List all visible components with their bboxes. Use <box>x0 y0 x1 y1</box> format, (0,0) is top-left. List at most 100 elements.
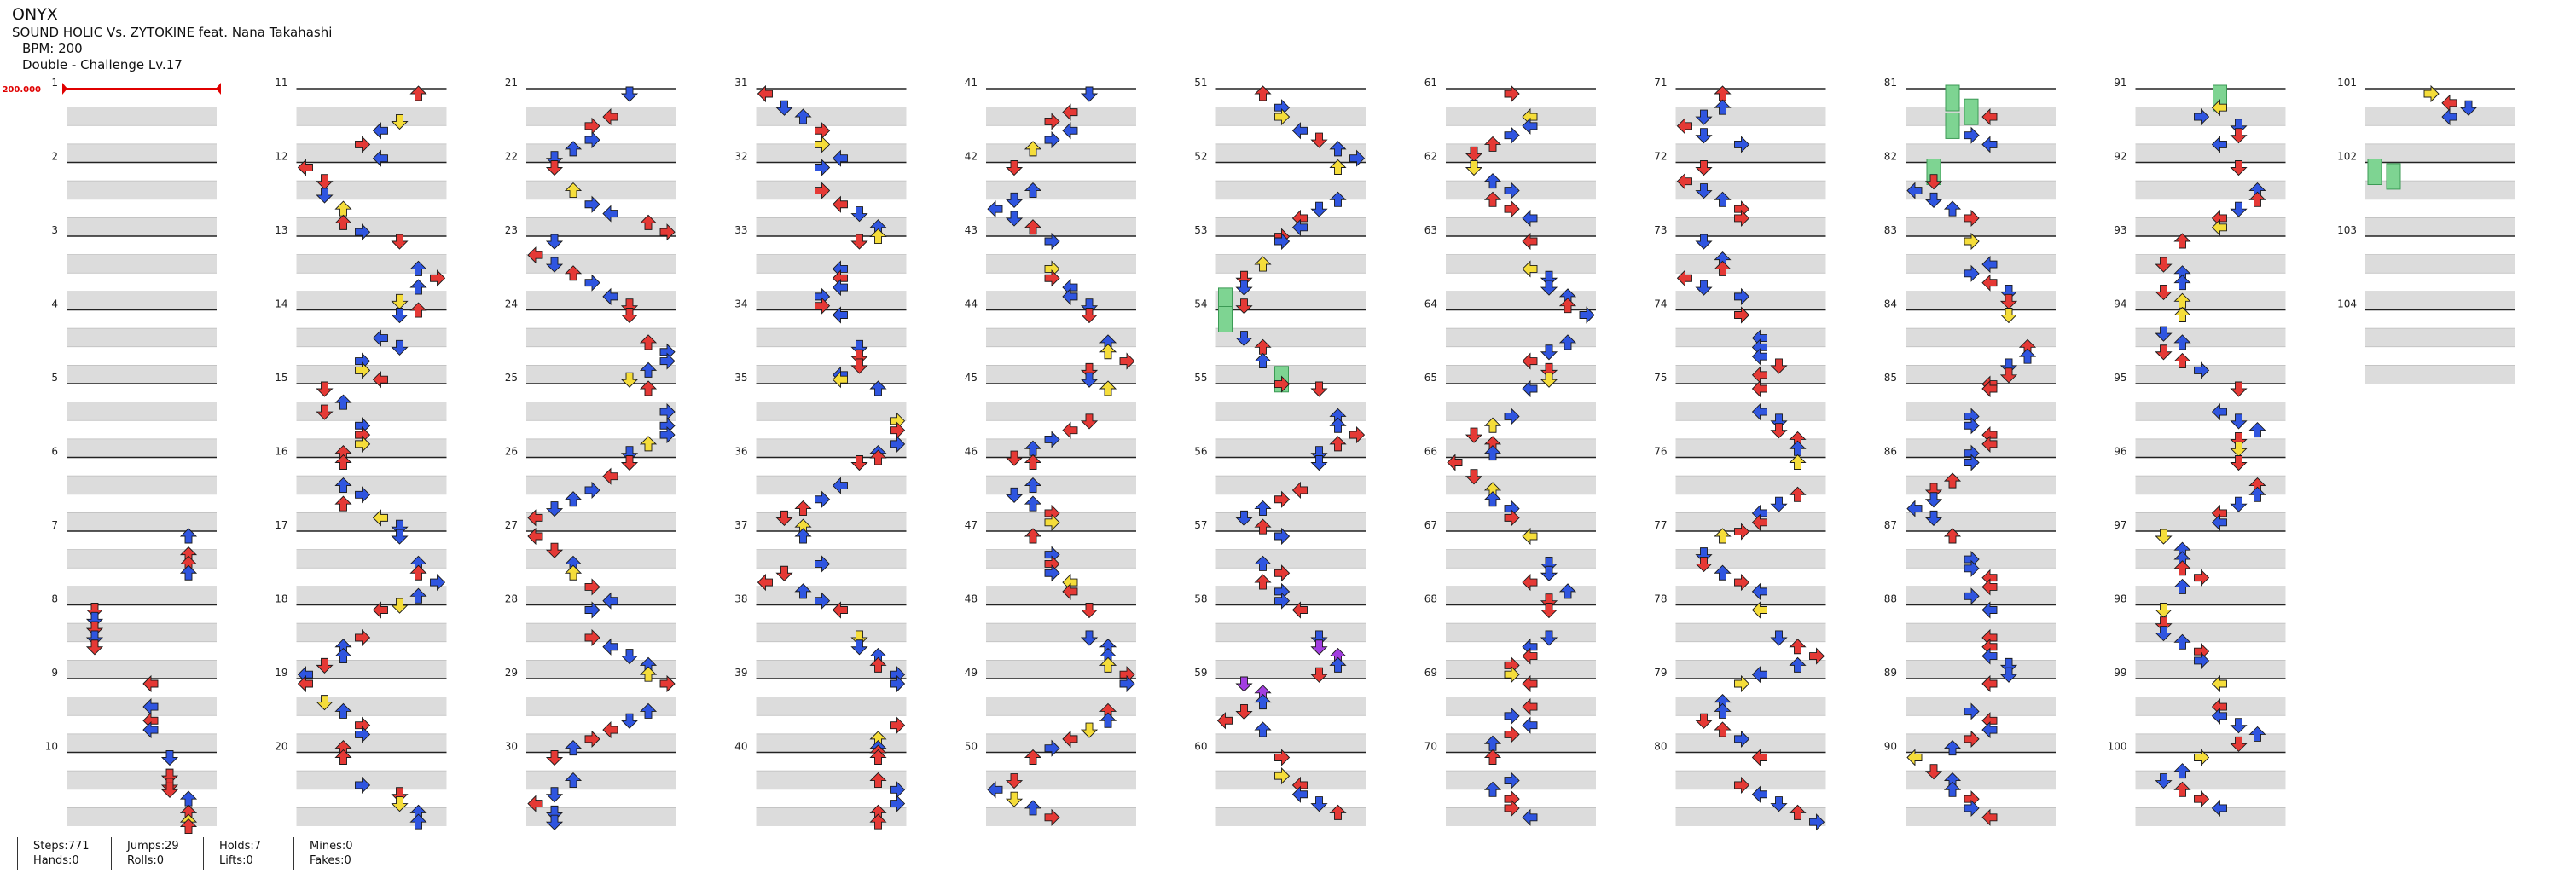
step-arrow <box>1522 697 1538 716</box>
step-arrow <box>659 223 676 241</box>
beat-band <box>296 328 447 347</box>
step-arrow <box>430 573 446 592</box>
beat-band <box>756 438 907 458</box>
beat-band <box>2135 438 2286 458</box>
step-arrow <box>832 601 848 619</box>
step-arrow <box>1504 200 1520 218</box>
step-arrow <box>545 805 564 822</box>
step-arrow <box>1504 666 1520 684</box>
beat-band <box>986 254 1136 274</box>
beat-band <box>1215 365 1366 384</box>
step-arrow <box>1329 656 1347 673</box>
step-arrow <box>1695 128 1713 144</box>
beat-band <box>1215 217 1366 236</box>
measure-number: 70 <box>1424 741 1437 753</box>
step-arrow <box>1310 446 1328 462</box>
step-arrow <box>1924 510 1943 527</box>
bpm-tick-right <box>216 83 221 95</box>
step-arrow <box>1005 773 1024 789</box>
beat-band <box>67 771 217 789</box>
step-arrow <box>1981 808 1998 826</box>
measure-number: 83 <box>1884 224 1897 236</box>
freeze-note <box>1945 112 1960 139</box>
measure-number: 95 <box>2114 372 2126 384</box>
step-arrow <box>409 279 427 295</box>
beat-band <box>986 365 1136 384</box>
beat-band <box>296 402 447 421</box>
beat-band <box>986 623 1136 642</box>
beat-band <box>67 549 217 569</box>
measure-number: 7 <box>51 519 58 531</box>
stat-steps: Steps:771 <box>33 840 90 853</box>
step-arrow <box>372 371 388 389</box>
step-arrow <box>334 647 352 664</box>
measure-number: 102 <box>2337 151 2357 163</box>
step-arrow <box>1119 352 1135 370</box>
step-arrow <box>1943 781 1962 797</box>
measure-number: 81 <box>1884 77 1897 89</box>
measure-number: 93 <box>2114 224 2126 236</box>
step-arrow <box>1981 601 1998 619</box>
step-arrow <box>2230 413 2248 430</box>
step-arrow <box>1024 528 1042 544</box>
step-arrow <box>1483 749 1502 765</box>
step-arrow <box>2230 201 2248 217</box>
step-arrow <box>1558 334 1577 350</box>
measure-number: 69 <box>1424 667 1437 679</box>
step-arrow <box>1274 749 1291 766</box>
step-arrow <box>1005 791 1024 807</box>
step-arrow <box>564 491 583 507</box>
measure-number: 5 <box>51 372 58 384</box>
step-arrow <box>2155 285 2173 301</box>
step-arrow <box>391 234 409 250</box>
beat-band <box>1446 549 1596 569</box>
step-arrow <box>1329 804 1347 820</box>
beat-band <box>2135 217 2286 236</box>
stat-jumps: Jumps:29 <box>127 840 179 853</box>
beat-band <box>296 476 447 494</box>
step-arrow <box>639 334 658 350</box>
beat-band <box>67 697 217 716</box>
beat-band <box>1906 107 2056 126</box>
step-arrow <box>1274 490 1291 508</box>
step-arrow <box>1483 136 1502 152</box>
step-arrow <box>1349 425 1366 444</box>
step-arrow <box>545 501 564 517</box>
step-arrow <box>1924 764 1943 780</box>
step-arrow <box>602 638 618 656</box>
step-arrow <box>850 639 868 656</box>
beat-band <box>296 771 447 789</box>
step-arrow <box>584 274 600 292</box>
step-arrow <box>1254 574 1272 590</box>
step-arrow <box>1981 274 1998 292</box>
freeze-note <box>1218 306 1233 332</box>
step-arrow <box>2173 275 2191 291</box>
step-arrow <box>1522 716 1538 734</box>
beat-band <box>1675 143 1826 163</box>
step-arrow <box>987 781 1003 799</box>
measure-number: 100 <box>2108 741 2127 753</box>
measure-number: 9 <box>51 667 58 679</box>
beat-band <box>1215 402 1366 421</box>
step-arrow <box>2194 361 2210 379</box>
step-arrow <box>1235 298 1253 315</box>
step-arrow <box>1714 528 1732 544</box>
measure-number: 86 <box>1884 446 1897 458</box>
beat-band <box>67 328 217 347</box>
stat-group-jumps: Jumps:29 Rolls:0 <box>111 837 179 870</box>
measure-number: 91 <box>2114 77 2126 89</box>
step-arrow <box>659 674 676 693</box>
step-arrow <box>355 628 371 647</box>
step-arrow <box>2230 160 2248 176</box>
beat-band <box>2135 254 2286 274</box>
measure-number: 60 <box>1194 741 1207 753</box>
step-arrow <box>1734 674 1750 693</box>
step-arrow <box>1981 647 1998 665</box>
step-arrow <box>602 592 618 610</box>
step-arrow <box>2194 651 2210 670</box>
step-arrow <box>1695 556 1713 573</box>
step-arrow <box>1981 136 1998 153</box>
measure-number: 89 <box>1884 667 1897 679</box>
step-arrow <box>1024 141 1042 157</box>
beat-band <box>526 402 676 421</box>
